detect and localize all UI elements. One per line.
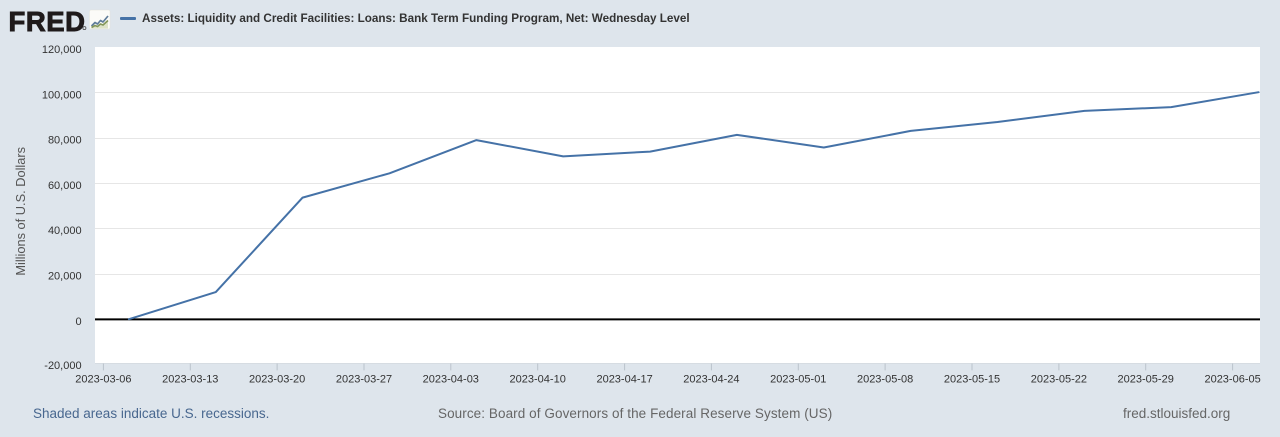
svg-text:2023-05-01: 2023-05-01	[770, 374, 826, 386]
svg-text:80,000: 80,000	[48, 135, 82, 147]
svg-text:2023-04-03: 2023-04-03	[423, 374, 479, 386]
svg-text:2023-03-20: 2023-03-20	[249, 374, 305, 386]
svg-text:2023-05-29: 2023-05-29	[1118, 374, 1174, 386]
svg-text:2023-04-24: 2023-04-24	[683, 374, 739, 386]
svg-text:2023-05-22: 2023-05-22	[1031, 374, 1087, 386]
svg-text:2023-04-17: 2023-04-17	[596, 374, 652, 386]
svg-text:2023-03-27: 2023-03-27	[336, 374, 392, 386]
svg-text:40,000: 40,000	[48, 225, 82, 237]
svg-text:-20,000: -20,000	[44, 360, 81, 372]
svg-text:0: 0	[75, 316, 81, 328]
svg-text:2023-04-10: 2023-04-10	[510, 374, 566, 386]
svg-text:60,000: 60,000	[48, 180, 82, 192]
svg-text:2023-03-13: 2023-03-13	[162, 374, 218, 386]
svg-text:Millions of U.S. Dollars: Millions of U.S. Dollars	[13, 147, 28, 276]
svg-text:20,000: 20,000	[48, 271, 82, 283]
svg-text:2023-05-08: 2023-05-08	[857, 374, 913, 386]
svg-text:2023-06-05: 2023-06-05	[1204, 374, 1260, 386]
svg-text:2023-05-15: 2023-05-15	[944, 374, 1000, 386]
svg-text:100,000: 100,000	[42, 89, 82, 101]
svg-text:120,000: 120,000	[42, 44, 82, 56]
svg-text:2023-03-06: 2023-03-06	[75, 374, 131, 386]
